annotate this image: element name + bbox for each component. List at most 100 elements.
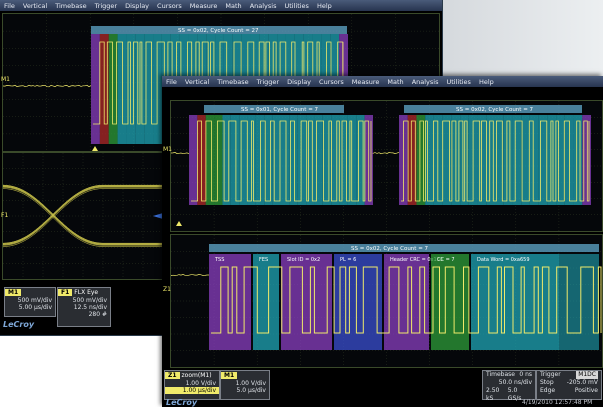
timebase-box[interactable]: Timebase 0 ns 50.0 ns/div 2.50 kS 5.0 GS/s — [482, 370, 536, 402]
decode-label-left: SS = 0x01, Cycle Count = 7 — [241, 107, 319, 113]
menu-item-cursors[interactable]: Cursors — [157, 1, 182, 10]
decode-segment — [425, 115, 434, 205]
menu-item-trigger[interactable]: Trigger — [94, 1, 118, 10]
m1-channel-box[interactable]: M1 1.00 V/div 5.0 µs/div — [220, 370, 270, 400]
m1-tag: M1 — [221, 372, 238, 379]
trigger-marker — [176, 221, 182, 226]
decode-segment — [433, 115, 443, 205]
decode-segment — [495, 115, 504, 205]
eye-plot — [2, 152, 164, 280]
menu-item-math[interactable]: Math — [387, 77, 404, 86]
decode-segment — [214, 115, 223, 205]
decode-segment — [272, 115, 281, 205]
idle-trace — [3, 84, 92, 88]
menu-item-measure[interactable]: Measure — [189, 1, 218, 10]
m1-tag: M1 — [5, 289, 22, 296]
decode-segment — [108, 34, 118, 144]
trigger-marker — [92, 146, 98, 151]
menu-item-display[interactable]: Display — [287, 77, 312, 86]
decode-field — [384, 254, 429, 350]
decode-field-label: CC = 7 — [437, 257, 455, 263]
timebase-offset: 0 ns — [519, 371, 532, 378]
scope-window-front: File Vertical Timebase Trigger Display Cursor… — [162, 76, 603, 407]
f1-name: FLX Eye — [74, 289, 99, 296]
decode-segment — [556, 115, 565, 205]
menu-item-file[interactable]: File — [166, 77, 177, 86]
trigger-label: Trigger — [540, 371, 561, 378]
zoom-plot: SS = 0x02, Cycle Count = 7 TSS FES Slot ID … — [170, 234, 603, 368]
decode-field-label: Slot ID = 0x2 — [287, 257, 320, 263]
decode-label-right: SS = 0x02, Cycle Count = 7 — [456, 107, 534, 113]
decode-segment — [416, 115, 426, 205]
f1-tdiv: 12.5 ns/div — [73, 304, 107, 311]
f1-channel-box[interactable]: F1 FLX Eye 500 mV/div 12.5 ns/div 280 # — [57, 287, 111, 327]
decode-label-bar — [209, 244, 599, 252]
m1-vdiv: 1.00 V/div — [235, 380, 266, 387]
menu-item-analysis[interactable]: Analysis — [411, 77, 439, 86]
m1-tdiv: 5.00 µs/div — [18, 304, 52, 311]
decode-field — [471, 254, 559, 350]
decode-segment — [255, 115, 265, 205]
menu-item-measure[interactable]: Measure — [351, 77, 380, 86]
decode-segment — [306, 115, 315, 205]
decode-field-label: TSS — [214, 257, 224, 263]
decode-plot-front: SS = 0x01, Cycle Count = 7 SS = 0x02, Cyc… — [170, 100, 603, 232]
timebase-tdiv: 50.0 ns/div — [498, 379, 532, 386]
menu-item-trigger[interactable]: Trigger — [256, 77, 280, 86]
trigger-box[interactable]: Trigger M1DC Stop -205.0 mV Edge Positive — [536, 370, 602, 400]
timestamp: 4/19/2010 12:57:48 PM — [522, 399, 593, 406]
idle-trace — [171, 274, 209, 277]
trigger-mode: Stop — [540, 379, 554, 386]
menu-item-utilities[interactable]: Utilities — [284, 1, 309, 10]
lecroy-logo: LeCroy — [3, 320, 35, 329]
menu-item-vertical[interactable]: Vertical — [184, 77, 210, 86]
decode-segment — [264, 115, 273, 205]
decode-segment — [144, 34, 154, 144]
decode-field — [334, 254, 382, 350]
idle-trace — [171, 152, 190, 155]
decode-segment — [547, 115, 557, 205]
decode-segment — [407, 115, 417, 205]
decode-segment — [477, 115, 487, 205]
decode-segment — [521, 115, 530, 205]
menu-item-timebase[interactable]: Timebase — [55, 1, 87, 10]
trigger-type: Edge — [540, 387, 556, 394]
decode-field-label: PL = 6 — [340, 257, 356, 263]
decode-field — [281, 254, 332, 350]
z1-vdiv: 1.00 V/div — [185, 380, 216, 387]
menu-item-utilities[interactable]: Utilities — [446, 77, 471, 86]
z1-tdiv: 1.00 µs/div — [165, 387, 219, 394]
m1-channel-box[interactable]: M1 500 mV/div 5.00 µs/div — [4, 287, 56, 317]
decode-field — [431, 254, 469, 350]
menu-item-help[interactable]: Help — [478, 77, 494, 86]
decode-field-label: Data Word = 0xa659 — [477, 257, 530, 263]
menu-item-cursors[interactable]: Cursors — [319, 77, 344, 86]
marker-f1: F1 — [1, 212, 9, 219]
decode-segment — [538, 115, 548, 205]
menu-item-display[interactable]: Display — [125, 1, 150, 10]
menu-item-help[interactable]: Help — [316, 1, 332, 10]
menu-bar: File Vertical Timebase Trigger Display Cursor… — [162, 76, 603, 87]
menu-item-analysis[interactable]: Analysis — [249, 1, 277, 10]
decode-segment — [230, 115, 240, 205]
decode-label: SS = 0x02, Cycle Count = 27 — [178, 28, 259, 34]
f1-vdiv: 500 mV/div — [72, 297, 107, 304]
timebase-samples: 2.50 kS — [486, 387, 500, 402]
marker-z1: Z1 — [163, 286, 171, 293]
decode-label-bar — [91, 26, 347, 34]
menu-item-timebase[interactable]: Timebase — [217, 77, 249, 86]
decode-segment — [582, 115, 591, 205]
menu-item-vertical[interactable]: Vertical — [22, 1, 48, 10]
timebase-rate: 5.0 GS/s — [507, 387, 522, 402]
z1-channel-box[interactable]: Z1 zoom(M1) 1.00 V/div 1.00 µs/div — [164, 370, 220, 400]
decode-segment — [222, 115, 231, 205]
menu-item-math[interactable]: Math — [225, 1, 242, 10]
decode-segment — [512, 115, 522, 205]
menu-item-file[interactable]: File — [4, 1, 15, 10]
z1-tag: Z1 — [165, 372, 180, 379]
marker-m1: M1 — [163, 146, 172, 153]
decode-field — [209, 254, 251, 350]
decode-segment — [281, 115, 290, 205]
trigger-level: -205.0 mV — [566, 379, 598, 386]
decode-segment — [339, 115, 348, 205]
